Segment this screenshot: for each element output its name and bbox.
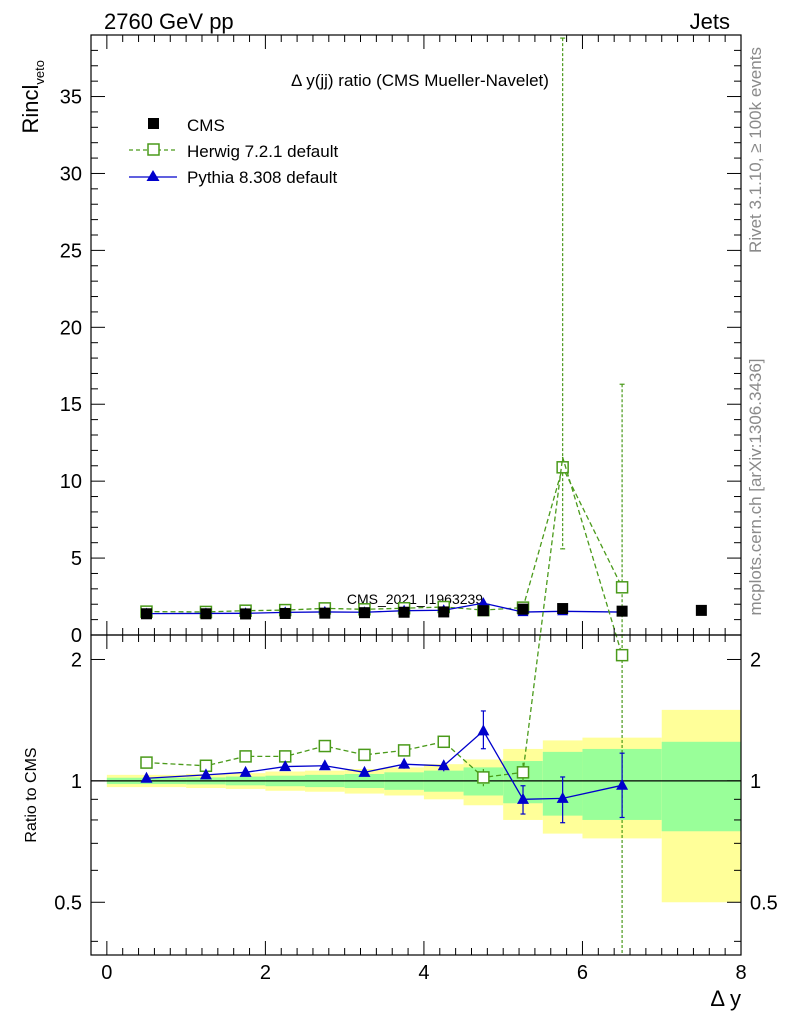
y-tick-label-ratio-right: 0.5 [750,892,778,914]
ratio-panel-frame [90,634,742,956]
y-tick-label-main: 20 [60,317,82,339]
y-tick-label-ratio: 2 [71,649,82,671]
legend-marker-pythia [146,170,160,181]
y-tick-label-main: 30 [60,163,82,185]
x-tick-label: 0 [101,962,112,984]
pythia-ratio-point [140,771,153,783]
herwig-ratio-point [318,739,332,753]
cms-data-point [557,603,569,615]
cms-data-point [398,606,410,618]
pythia-ratio-point [437,759,450,771]
y-tick-label-main: 5 [71,548,82,570]
y-tick-label-main: 0 [71,625,82,647]
x-tick-label: 2 [260,962,271,984]
legend-marker-cms [148,118,159,129]
herwig-ratio-point [239,750,252,763]
cms-data-point [200,608,212,620]
herwig-ratio-point [140,756,153,769]
cms-data-point [140,608,152,620]
ratio-panel [91,456,741,955]
herwig-main-line [146,465,623,613]
herwig-ratio-point [437,735,450,749]
y-tick-label-ratio-right: 2 [750,649,761,671]
x-tick-label: 4 [418,962,429,984]
cms-data-point [319,607,331,619]
pythia-ratio-point [616,778,629,790]
herwig-ratio-point [397,744,411,757]
header-process: 2760 GeV pp [104,9,234,34]
pythia-ratio-point [199,768,212,780]
herwig-ratio-point [615,648,629,662]
pythia-ratio-point [517,792,530,804]
cms-data-point [695,604,707,616]
header-category: Jets [690,9,730,34]
pythia-ratio-point [358,765,371,777]
cms-data-point [240,608,252,620]
pythia-main-point [477,597,489,608]
cms-data-point [477,605,489,617]
main-panel: CMS_2021_I1963239 [140,37,707,636]
y-tick-label-ratio: 1 [71,771,82,793]
y-axis-label-main-subscript: veto [32,60,47,85]
pythia-ratio-point [239,765,252,777]
herwig-ratio-point [477,771,490,784]
pythia-ratio-point [318,759,331,771]
cms-data-point [517,603,529,615]
cms-data-point [279,607,291,619]
cms-data-point [616,605,628,617]
ratio-band-inner [661,741,741,832]
mcplots-reference-label: mcplots.cern.ch [arXiv:1306.3436] [746,358,765,615]
herwig-main-point [556,461,569,474]
y-axis-label-ratio: Ratio to CMS [23,747,40,842]
y-tick-label-main: 35 [60,87,82,109]
pythia-main-line [146,602,623,615]
y-tick-label-ratio-right: 1 [750,771,761,793]
svg-text:Rinclveto: Rinclveto [18,60,47,133]
legend: CMS Herwig 7.2.1 default Pythia 8.308 de… [129,116,338,187]
pythia-ratio-point [477,724,490,736]
herwig-main-point [615,581,629,594]
legend-label-cms: CMS [187,116,225,135]
pythia-ratio-line [146,729,623,800]
x-tick-label: 6 [577,962,588,984]
y-axis-label-main-text: Rincl [18,85,43,134]
y-axis-label-main: Rinclveto [18,60,47,133]
pythia-ratio-point [279,760,292,772]
rivet-version-label: Rivet 3.1.10, ≥ 100k events [746,47,765,253]
y-tick-label-ratio: 0.5 [54,892,82,914]
legend-label-pythia: Pythia 8.308 default [187,168,338,187]
herwig-ratio-point [358,748,371,762]
legend-marker-herwig [147,143,160,156]
x-axis-label: Δ y [710,986,741,1011]
y-tick-label-main: 10 [60,471,82,493]
chart-title: Δ y(jj) ratio (CMS Mueller-Navelet) [291,71,549,90]
cms-data-point [438,606,450,618]
pythia-ratio-point [398,757,411,769]
herwig-ratio-point [516,766,530,779]
pythia-ratio-point [556,791,569,803]
herwig-ratio-line [146,456,623,779]
y-tick-label-main: 25 [60,240,82,262]
cms-data-point [358,607,370,619]
legend-label-herwig: Herwig 7.2.1 default [187,142,338,161]
x-tick-label: 8 [735,962,746,984]
y-tick-label-main: 15 [60,394,82,416]
